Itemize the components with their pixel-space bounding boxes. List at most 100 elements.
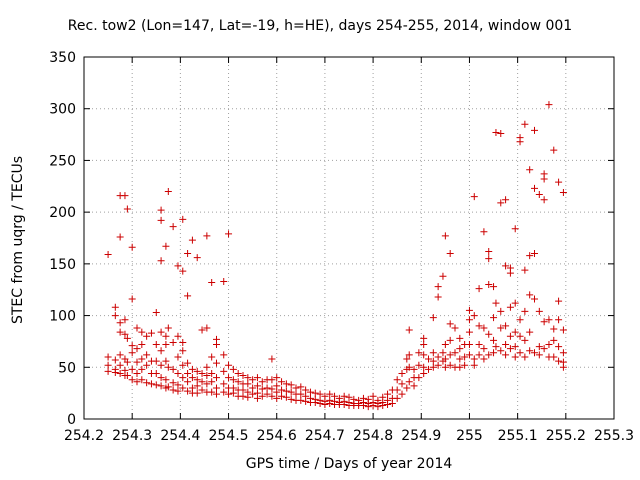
y-tick-label: 50 xyxy=(58,360,76,376)
data-point xyxy=(461,361,469,369)
data-point xyxy=(465,351,473,359)
data-point xyxy=(429,314,437,322)
data-point xyxy=(441,341,449,349)
plot-frame xyxy=(83,56,615,420)
data-point xyxy=(133,345,141,353)
data-point xyxy=(278,378,286,386)
data-point xyxy=(506,332,514,340)
data-point xyxy=(511,343,519,351)
data-point xyxy=(152,357,160,365)
data-point xyxy=(326,390,334,398)
data-point xyxy=(174,353,182,361)
data-point xyxy=(133,378,141,386)
data-point xyxy=(475,285,483,293)
data-point xyxy=(441,363,449,371)
data-point xyxy=(116,319,124,327)
data-point xyxy=(292,384,300,392)
data-point xyxy=(555,357,563,365)
y-tick-label: 100 xyxy=(49,309,76,325)
data-point xyxy=(492,299,500,307)
data-point xyxy=(456,363,464,371)
data-point xyxy=(184,359,192,367)
data-point xyxy=(531,349,538,357)
y-tick-label: 150 xyxy=(49,257,76,273)
data-point xyxy=(220,277,228,285)
data-point xyxy=(157,206,165,214)
data-point xyxy=(138,355,146,363)
data-point xyxy=(282,387,290,395)
data-point xyxy=(511,328,519,336)
data-point xyxy=(555,316,563,324)
data-point xyxy=(249,384,257,392)
data-point xyxy=(502,262,510,270)
data-point xyxy=(439,272,447,280)
data-point xyxy=(521,336,529,344)
data-point xyxy=(104,353,112,361)
data-point xyxy=(559,363,567,371)
data-point xyxy=(220,351,228,359)
data-point xyxy=(420,351,428,359)
data-point xyxy=(203,380,211,388)
data-point xyxy=(169,379,177,387)
data-point xyxy=(162,242,170,250)
data-point xyxy=(429,349,437,357)
data-point xyxy=(516,349,524,357)
data-point xyxy=(128,243,136,251)
data-point xyxy=(545,341,553,349)
data-point xyxy=(492,343,500,351)
data-point xyxy=(516,138,524,146)
data-point xyxy=(516,316,524,324)
data-point xyxy=(405,351,413,359)
data-point xyxy=(316,399,324,407)
data-point xyxy=(384,401,392,409)
x-tick-label: 255 xyxy=(456,428,483,444)
data-point xyxy=(239,372,247,380)
x-tick-label: 254.3 xyxy=(112,428,152,444)
data-point xyxy=(123,334,131,342)
data-point xyxy=(121,192,129,200)
data-point xyxy=(485,247,493,255)
data-point xyxy=(434,283,442,291)
data-point xyxy=(535,191,543,199)
data-point xyxy=(497,347,505,355)
data-point xyxy=(405,378,413,386)
data-point xyxy=(179,384,187,392)
data-point xyxy=(470,355,478,363)
data-point xyxy=(531,126,538,134)
chart-title: Rec. tow2 (Lon=147, Lat=-19, h=HE), days… xyxy=(67,18,573,34)
data-point xyxy=(152,381,160,389)
data-point xyxy=(451,349,459,357)
data-point xyxy=(465,316,473,324)
data-point xyxy=(244,380,252,388)
y-tick-label: 300 xyxy=(49,102,76,118)
data-point xyxy=(511,225,519,233)
y-axis-label: STEC from uqrg / TECUs xyxy=(10,155,26,325)
x-tick-label: 254.8 xyxy=(353,428,393,444)
data-point xyxy=(306,388,314,396)
data-point xyxy=(393,386,401,394)
data-point xyxy=(220,388,228,396)
data-point xyxy=(506,303,514,311)
data-point xyxy=(193,382,201,390)
data-point xyxy=(116,361,124,369)
data-point xyxy=(179,347,187,355)
data-point xyxy=(157,374,165,382)
data-point xyxy=(116,233,124,241)
data-point xyxy=(535,307,543,315)
data-point xyxy=(446,320,454,328)
data-point xyxy=(521,120,529,128)
data-point xyxy=(193,389,201,397)
data-point xyxy=(278,392,286,400)
data-point xyxy=(410,382,418,390)
data-point xyxy=(297,390,305,398)
data-point xyxy=(143,361,151,369)
data-point xyxy=(208,378,216,386)
data-point xyxy=(470,312,478,320)
data-point xyxy=(193,367,201,375)
data-point xyxy=(420,369,428,377)
data-point xyxy=(152,341,160,349)
data-point xyxy=(128,349,136,357)
data-point xyxy=(263,384,271,392)
data-point xyxy=(198,386,206,394)
